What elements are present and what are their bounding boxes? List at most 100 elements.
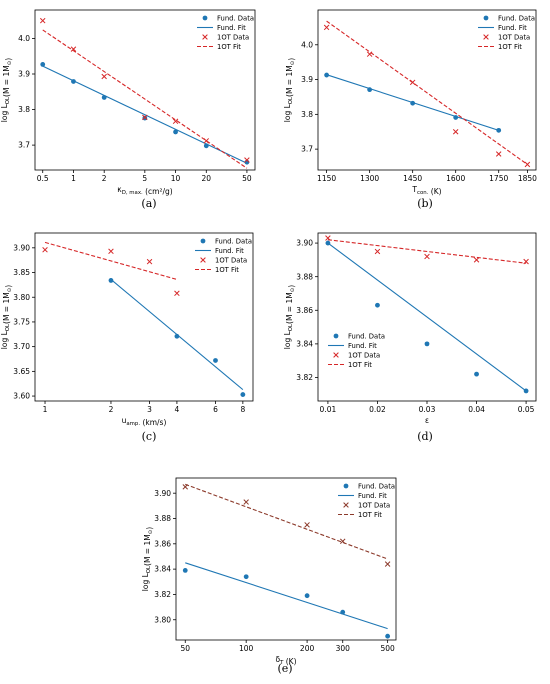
- y-tick-label: 3.85: [13, 268, 30, 277]
- series-fund-fit: [326, 74, 499, 131]
- x-tick-label: 8: [240, 405, 245, 414]
- y-tick-label: 3.84: [154, 565, 171, 574]
- x-tick-label: 50: [242, 174, 252, 183]
- legend-marker-swatch: [333, 333, 339, 339]
- fit-line: [42, 65, 248, 164]
- legend-marker-swatch: [483, 15, 489, 21]
- series-1ot-data: [323, 24, 531, 168]
- series-1ot-data: [182, 484, 391, 567]
- legend-marker-swatch: [343, 483, 349, 489]
- series-1ot-fit: [42, 29, 248, 169]
- fit-line: [326, 74, 499, 131]
- legend-entry-label: 1OT Data: [215, 257, 247, 265]
- y-tick-label: 3.90: [13, 243, 30, 252]
- data-point: [173, 129, 178, 135]
- data-point: [495, 151, 502, 157]
- data-point: [375, 302, 380, 308]
- panel-label: (e): [277, 662, 292, 675]
- x-axis-label: δT (K): [275, 655, 296, 666]
- data-point: [39, 17, 46, 24]
- legend-entry-label: Fund. Data: [348, 333, 385, 341]
- x-tick-label: 1850: [518, 174, 537, 183]
- data-point: [240, 392, 246, 397]
- x-axis-label: ε: [425, 416, 429, 425]
- y-tick-label: 3.8: [301, 110, 313, 119]
- chart-panel-2: 1150 1300 1450 1600 1750 1850 3.7 3.8 3.9 4.0 Tcon…: [283, 9, 537, 210]
- data-point: [524, 161, 531, 168]
- data-point: [374, 248, 381, 255]
- y-tick-label: 3.7: [301, 145, 313, 154]
- legend-entry-label: 1OT Fit: [348, 361, 372, 369]
- data-point: [146, 258, 153, 265]
- y-tick-label: 4.0: [18, 34, 30, 43]
- legend-entry-label: Fund. Data: [498, 15, 535, 23]
- data-point: [473, 257, 480, 263]
- legend-entry-label: 1OT Fit: [215, 266, 239, 274]
- y-tick-label: 3.82: [154, 590, 171, 599]
- x-tick-label: 0.04: [468, 405, 485, 414]
- legend-entry-label: 1OT Fit: [498, 43, 522, 51]
- series-fund-fit: [110, 279, 244, 391]
- x-tick-label: 0.01: [320, 405, 337, 414]
- data-point: [108, 278, 114, 283]
- legend-entry-label: 1OT Data: [217, 34, 249, 42]
- legend-entry-label: Fund. Fit: [215, 247, 244, 255]
- legend-marker-swatch: [202, 34, 208, 40]
- data-point: [101, 73, 107, 80]
- x-axis-label: κD, max. (cm²/g): [117, 185, 173, 196]
- data-point: [243, 499, 249, 505]
- x-tick-label: 500: [380, 644, 395, 653]
- y-axis-label: log LOL(M = 1M⊙): [141, 527, 154, 591]
- legend-marker-swatch: [200, 257, 206, 263]
- data-point: [323, 24, 330, 31]
- chart-panel-3: 1 2 3 4 6 8 3.60 3.65 3.70 3.75 3.80 3.85 3.90 uamp. …: [0, 232, 254, 443]
- fit-line: [326, 20, 528, 165]
- x-tick-label: 1300: [360, 174, 379, 183]
- data-point: [243, 574, 249, 580]
- series-fund-data: [108, 278, 246, 397]
- data-point: [174, 290, 180, 297]
- y-axis-label: log LOL(M = 1M⊙): [283, 58, 296, 122]
- series-1ot-fit: [326, 20, 528, 165]
- data-point: [385, 633, 391, 639]
- x-tick-label: 100: [239, 644, 254, 653]
- series-fund-fit: [327, 242, 527, 392]
- legend-marker-swatch: [333, 352, 339, 358]
- x-tick-label: 1: [71, 174, 76, 183]
- x-tick-label: 2: [109, 405, 114, 414]
- chart-panel-5: 50 100 200 300 500 3.80 3.82 3.84 3.86 3.88 3.90 δT…: [141, 477, 397, 675]
- legend-entry-label: Fund. Fit: [348, 342, 377, 350]
- data-point: [213, 358, 218, 363]
- x-tick-label: 1450: [403, 174, 422, 183]
- fit-line: [327, 242, 527, 392]
- fit-line: [110, 279, 244, 391]
- series-fund-fit: [42, 65, 248, 164]
- x-tick-label: 4: [175, 405, 180, 414]
- y-axis-label: log LOL(M = 1M⊙): [283, 285, 296, 349]
- series-1ot-fit: [44, 241, 178, 280]
- series-1ot-data: [42, 247, 180, 297]
- chart-panel-4: 0.01 0.02 0.03 0.04 0.05 3.82 3.84 3.86 3.88 3.90…: [283, 232, 537, 443]
- legend-entry-label: Fund. Data: [215, 238, 252, 246]
- legend-entry-label: Fund. Fit: [498, 24, 527, 32]
- data-point: [42, 247, 48, 253]
- data-point: [244, 157, 250, 163]
- y-tick-label: 3.90: [296, 239, 313, 248]
- x-tick-label: 0.03: [419, 405, 436, 414]
- legend-entry-label: Fund. Data: [358, 483, 395, 491]
- y-tick-label: 3.80: [13, 293, 30, 302]
- y-tick-label: 3.86: [296, 306, 313, 315]
- data-point: [142, 114, 148, 121]
- data-point: [452, 128, 459, 135]
- x-tick-label: 1150: [317, 174, 336, 183]
- x-tick-label: 5: [142, 174, 147, 183]
- data-point: [424, 341, 430, 347]
- data-point: [424, 253, 430, 260]
- series-fund-data: [182, 567, 391, 639]
- plot-frame: [317, 9, 537, 171]
- data-point: [172, 118, 179, 125]
- y-tick-label: 3.88: [154, 514, 171, 523]
- series-1ot-fit: [327, 239, 527, 264]
